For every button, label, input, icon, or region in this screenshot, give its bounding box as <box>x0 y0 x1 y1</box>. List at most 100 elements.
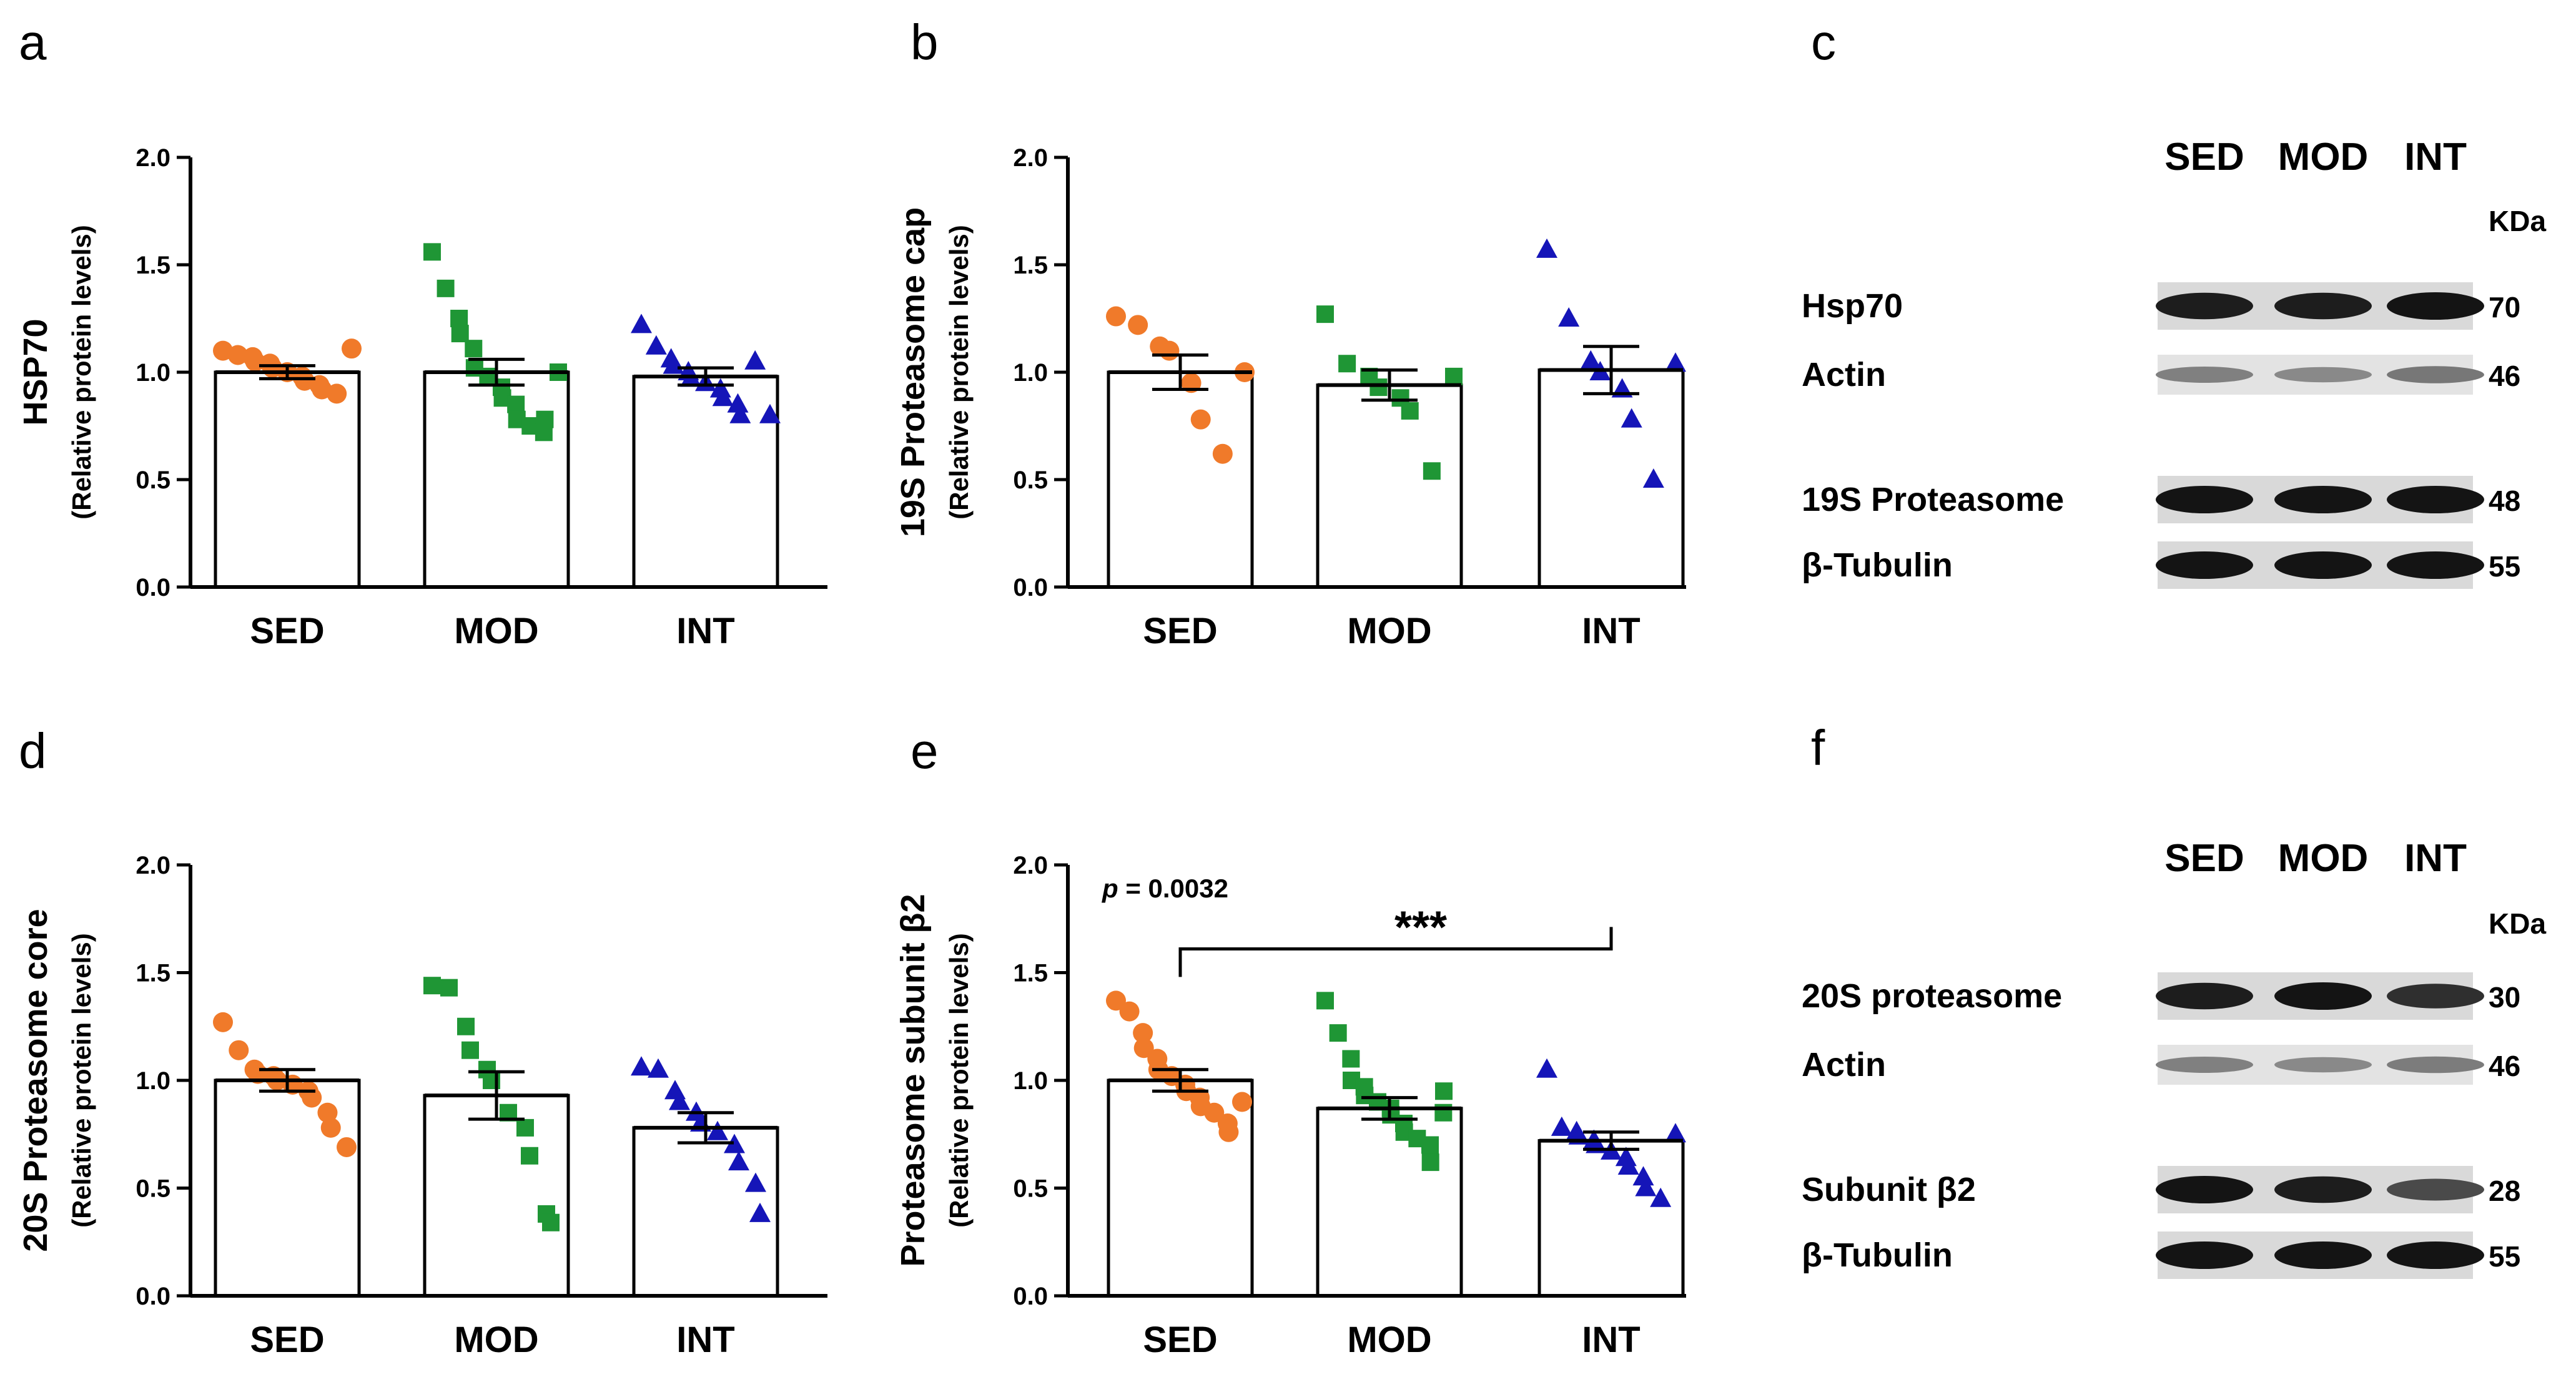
y-axis-sublabel: (Relative protein levels) <box>944 933 974 1228</box>
y-axis-label: 19S Proteasome cap <box>894 207 932 537</box>
data-point-int <box>1642 468 1664 488</box>
panel-letter: c <box>1811 14 1836 70</box>
data-point-sed <box>1212 443 1233 464</box>
data-point-int <box>631 313 652 333</box>
data-point-mod <box>1421 1136 1439 1154</box>
blot-c: c SED MOD INT KDa Hsp70 70 Actin 46 19S Proteasom… <box>1802 14 2546 589</box>
panel-letter: e <box>910 723 939 779</box>
kda-value: 55 <box>2489 1240 2520 1273</box>
data-point-int <box>707 1120 728 1140</box>
blot-row-label: β-Tubulin <box>1802 1236 1953 1274</box>
data-point-mod <box>423 977 441 995</box>
lane-label: MOD <box>2278 837 2369 880</box>
blot-band <box>2274 1176 2372 1203</box>
data-point-mod <box>1401 402 1419 420</box>
data-point-mod <box>521 1147 538 1165</box>
blot-band <box>2156 1057 2253 1073</box>
y-tick-label: 1.5 <box>1013 960 1048 987</box>
data-point-sed <box>1128 315 1148 335</box>
panel-letter: a <box>19 14 47 70</box>
lane-label: SED <box>2164 136 2244 179</box>
x-tick-label: SED <box>250 1320 324 1360</box>
data-point-sed <box>1119 1001 1140 1022</box>
y-tick-label: 0.0 <box>136 574 170 601</box>
data-point-sed <box>213 1012 233 1032</box>
y-tick-label: 1.5 <box>136 252 170 279</box>
blot-band <box>2387 551 2484 579</box>
blot-row-label: Actin <box>1802 356 1886 393</box>
chart-e: e 0.0 0.5 1.0 1.5 2.0 SED MOD INT Proteasome subu… <box>894 723 1686 1360</box>
data-point-mod <box>451 325 469 343</box>
data-point-sed <box>1133 1023 1153 1044</box>
data-point-int <box>724 1133 745 1153</box>
blot-band <box>2156 982 2253 1010</box>
blot-band <box>2274 486 2372 513</box>
y-tick-label: 1.5 <box>136 960 170 987</box>
x-tick-label: MOD <box>454 1320 538 1360</box>
blot-band <box>2274 982 2372 1010</box>
blot-row-label: Subunit β2 <box>1802 1171 1976 1208</box>
data-point-int <box>1536 1058 1557 1078</box>
lane-label: INT <box>2404 136 2467 179</box>
x-tick-label: MOD <box>1347 611 1431 651</box>
y-tick-label: 2.0 <box>1013 144 1048 172</box>
bar-int <box>632 1126 779 1298</box>
data-point-mod <box>1316 305 1334 323</box>
y-axis-label: Proteasome subunit β2 <box>894 894 932 1266</box>
blot-band <box>2387 292 2484 320</box>
kda-unit: KDa <box>2489 907 2546 940</box>
data-point-int <box>744 350 766 370</box>
bar-mod <box>1316 383 1463 589</box>
blot-band <box>2274 292 2372 320</box>
data-point-mod <box>542 1213 560 1231</box>
kda-value: 55 <box>2489 550 2520 583</box>
data-point-int <box>1621 408 1642 428</box>
chart-b: b 0.0 0.5 1.0 1.5 2.0 SED MOD INT 19S Proteasome … <box>894 14 1686 651</box>
significance-bracket <box>1178 927 1613 977</box>
data-point-mod <box>516 1118 534 1137</box>
y-tick-label: 0.0 <box>1013 574 1048 601</box>
data-point-int <box>1650 1187 1672 1207</box>
bar-sed <box>1107 1078 1254 1298</box>
data-point-int <box>1635 1177 1657 1197</box>
data-point-mod <box>437 279 455 297</box>
data-point-int <box>727 393 749 413</box>
blot-row-label: Hsp70 <box>1802 287 1903 325</box>
y-tick-label: 0.5 <box>136 466 170 494</box>
y-axis-label: 20S Proteasome core <box>17 909 54 1251</box>
blot-band <box>2387 366 2484 383</box>
kda-value: 70 <box>2489 291 2520 323</box>
data-point-mod <box>1435 1082 1453 1100</box>
data-point-sed <box>1204 1102 1225 1123</box>
data-point-mod <box>1445 367 1463 385</box>
data-point-int <box>759 403 781 423</box>
blot-band <box>2156 1241 2253 1269</box>
data-point-int <box>1558 307 1580 327</box>
x-tick-label: SED <box>250 611 324 651</box>
y-tick-label: 0.0 <box>136 1283 170 1310</box>
data-point-int <box>645 335 667 355</box>
blot-band <box>2274 367 2372 383</box>
y-tick-label: 0.5 <box>1013 1175 1048 1203</box>
bar-int <box>632 375 779 589</box>
y-tick-label: 0.0 <box>1013 1283 1048 1310</box>
bar-int <box>1537 1139 1685 1298</box>
data-point-mod <box>465 340 483 358</box>
data-point-int <box>631 1056 652 1076</box>
y-tick-label: 1.0 <box>1013 1067 1048 1095</box>
data-point-int <box>1665 352 1686 372</box>
data-point-mod <box>1342 1050 1360 1068</box>
data-point-mod <box>450 310 468 327</box>
x-tick-label: INT <box>676 1320 734 1360</box>
kda-value: 30 <box>2489 981 2520 1014</box>
panel-letter: b <box>910 14 939 70</box>
data-point-int <box>745 1172 766 1192</box>
panel-letter: f <box>1811 720 1825 776</box>
data-point-mod <box>423 243 441 261</box>
chart-a: a 0.0 0.5 1.0 1.5 2.0 SED MOD INT HSP70 (Relative … <box>17 14 827 651</box>
data-point-int <box>1551 1116 1572 1136</box>
blot-band <box>2274 1241 2372 1269</box>
data-point-mod <box>440 979 458 997</box>
bar-int <box>1537 368 1685 589</box>
